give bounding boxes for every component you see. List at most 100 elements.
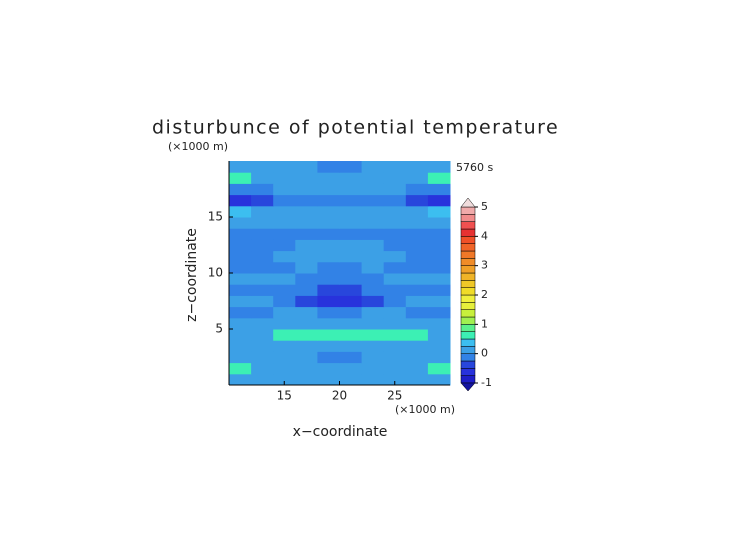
field-cell [383, 295, 407, 308]
colorbar-box [460, 265, 476, 274]
field-cell [295, 306, 318, 319]
field-cell [361, 217, 385, 229]
field-cell [339, 172, 363, 184]
colorbar-box [460, 368, 476, 376]
colorbar-box [460, 302, 476, 310]
field-cell [361, 306, 385, 319]
field-cell [273, 217, 296, 229]
field-cell [251, 284, 274, 296]
colorbar-box [460, 360, 476, 369]
field-cell [295, 250, 318, 263]
field-cell [229, 250, 252, 263]
field-cell [229, 306, 252, 319]
field-cell [295, 194, 318, 207]
field-cell [383, 306, 407, 319]
field-cell [229, 261, 252, 274]
field-cell [317, 261, 340, 274]
field-cell [383, 194, 407, 207]
field-cell [251, 194, 274, 207]
field-cell [295, 317, 318, 330]
field-cell [317, 250, 340, 263]
field-cell [229, 239, 252, 252]
field-cell [317, 329, 340, 341]
field-cell [427, 261, 451, 274]
field-cell [317, 239, 340, 252]
field-cell [251, 172, 274, 184]
field-cell [427, 273, 451, 285]
field-cell [339, 373, 363, 386]
field-cell [295, 351, 318, 364]
y-tick-label: 10 [208, 266, 223, 280]
field-cell [295, 284, 318, 296]
field-cell [405, 362, 429, 375]
field-cell [317, 295, 340, 308]
field-cell [361, 239, 385, 252]
colorbar-box [460, 324, 476, 332]
field-cell [273, 194, 296, 207]
colorbar-label: 3 [481, 259, 488, 272]
field-cell [339, 340, 363, 352]
field-cell [383, 329, 407, 341]
field-cell [339, 194, 363, 207]
colorbar-label: 2 [481, 288, 488, 301]
field-cell [317, 284, 340, 296]
field-cell [427, 250, 451, 263]
field-cell [339, 273, 363, 285]
field-cell [229, 183, 252, 196]
field-cell [317, 362, 340, 375]
field-cell [273, 172, 296, 184]
field-cell [229, 228, 252, 240]
field-cell [273, 351, 296, 364]
field-cell [405, 284, 429, 296]
field-cell [383, 205, 407, 218]
field-cell [361, 183, 385, 196]
field-cell [361, 351, 385, 364]
field-cell [427, 373, 451, 386]
field-cell [427, 239, 451, 252]
colorbar-box [460, 243, 476, 252]
field-cell [427, 183, 451, 196]
field-cell [251, 306, 274, 319]
field-cell [339, 329, 363, 341]
field-cell [251, 362, 274, 375]
field-cell [251, 228, 274, 240]
field-cell [295, 205, 318, 218]
field-cell [229, 273, 252, 285]
field-cell [405, 261, 429, 274]
colorbar-label: -1 [481, 376, 492, 389]
x-axis-label: x−coordinate [293, 424, 388, 440]
field-cell [339, 217, 363, 229]
field-cell [383, 317, 407, 330]
colorbar-label: 0 [481, 347, 488, 360]
field-cell [251, 317, 274, 330]
field-cell [427, 205, 451, 218]
field-cell [317, 273, 340, 285]
field-cell [383, 284, 407, 296]
field-cell [427, 306, 451, 319]
x-tick-label: 25 [387, 389, 402, 403]
x-unit: (×1000 m) [395, 403, 455, 416]
field-cell [229, 194, 252, 207]
field-cell [295, 362, 318, 375]
field-cell [295, 373, 318, 386]
colorbar-box [460, 214, 476, 222]
field-cell [339, 261, 363, 274]
field-cell [405, 239, 429, 252]
colorbar-box [460, 272, 476, 281]
field-cell [405, 217, 429, 229]
field-cell [273, 340, 296, 352]
field-cell [339, 250, 363, 263]
field-cell [229, 295, 252, 308]
colorbar-box [460, 309, 476, 318]
field-cell [339, 317, 363, 330]
field-cell [427, 228, 451, 240]
colorbar-box [460, 346, 476, 354]
field-cell [273, 228, 296, 240]
field-cell [317, 183, 340, 196]
field-cell [251, 295, 274, 308]
field-cell [273, 306, 296, 319]
field-cell [427, 317, 451, 330]
colorbar-label: 5 [481, 200, 488, 213]
y-tick-label: 5 [215, 322, 223, 336]
field-cell [427, 362, 451, 375]
